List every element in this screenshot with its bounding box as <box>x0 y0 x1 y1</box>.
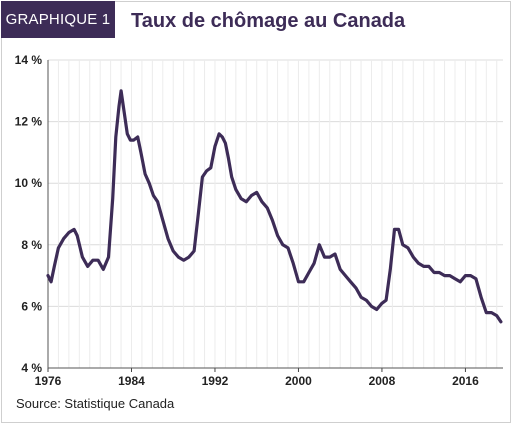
chart-title: Taux de chômage au Canada <box>131 10 406 32</box>
x-tick-label: 1992 <box>202 374 229 388</box>
axes <box>47 60 503 372</box>
y-tick-label: 14 % <box>15 53 43 67</box>
y-tick-label: 10 % <box>15 176 43 190</box>
grid-lines <box>47 59 503 368</box>
x-tick-label: 1976 <box>35 374 62 388</box>
tick-labels: 4 % 6 % 8 % 10 % 12 % 14 % 1976 1984 1992 2000 200… <box>15 53 479 388</box>
source-note: Source: Statistique Canada <box>16 396 175 411</box>
series-layer <box>46 89 503 324</box>
series-line-0 <box>46 89 503 324</box>
y-tick-label: 8 % <box>21 238 42 252</box>
y-tick-label: 4 % <box>21 361 42 375</box>
x-tick-label: 2000 <box>285 374 312 388</box>
x-tick-label: 1984 <box>118 374 145 388</box>
figure-badge: GRAPHIQUE 1 <box>1 1 115 38</box>
y-tick-label: 12 % <box>15 115 43 129</box>
y-tick-label: 6 % <box>21 299 42 313</box>
x-tick-label: 2008 <box>369 374 396 388</box>
x-tick-label: 2016 <box>452 374 479 388</box>
